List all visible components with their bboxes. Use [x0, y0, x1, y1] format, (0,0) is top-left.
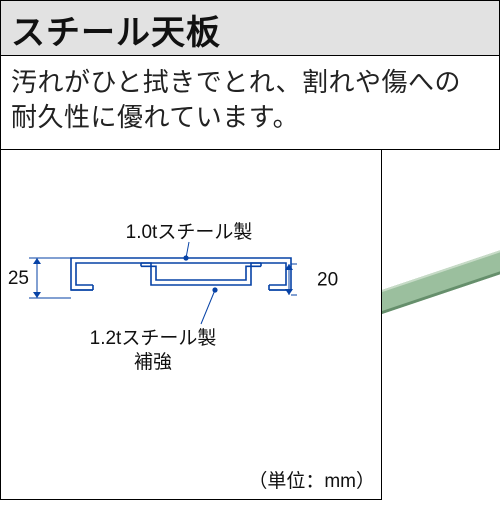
description-line1: 汚れがひと拭きでとれ、割れや傷への — [11, 67, 461, 97]
label-top: 1.0tスチール製 — [126, 221, 253, 243]
page-title: スチール天板 — [11, 5, 221, 54]
description: 汚れがひと拭きでとれ、割れや傷への 耐久性に優れています。 — [11, 65, 461, 135]
label-bottom2: 補強 — [134, 351, 172, 373]
board-photo — [382, 150, 500, 502]
dim-left-value: 25 — [8, 268, 29, 289]
cross-section-diagram: 25 20 1.0tスチール製 1.2tスチール製補強 — [1, 150, 381, 502]
description-line2: 耐久性に優れています。 — [11, 102, 299, 132]
photo-panel — [382, 149, 499, 499]
unit-note: （単位：mm） — [248, 466, 375, 493]
label-bottom1: 1.2tスチール製 — [90, 327, 217, 349]
page: スチール天板 汚れがひと拭きでとれ、割れや傷への 耐久性に優れています。 252… — [0, 0, 500, 500]
dim-right-value: 20 — [317, 270, 338, 291]
diagram-panel: 25 20 1.0tスチール製 1.2tスチール製補強 （単位：mm） — [1, 149, 382, 499]
